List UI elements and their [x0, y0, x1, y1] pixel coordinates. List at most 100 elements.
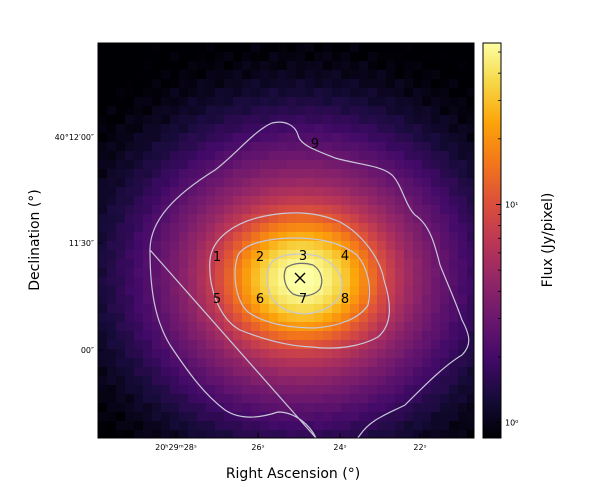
- heatmap-cell: [359, 394, 369, 404]
- heatmap-cell: [413, 115, 423, 125]
- heatmap-cell: [260, 385, 270, 395]
- heatmap-cell: [134, 115, 144, 125]
- heatmap-cell: [188, 340, 198, 350]
- heatmap-cell: [134, 367, 144, 377]
- heatmap-cell: [341, 79, 351, 89]
- heatmap-cell: [323, 196, 333, 206]
- heatmap-cell: [332, 367, 342, 377]
- heatmap-cell: [269, 124, 279, 134]
- heatmap-cell: [179, 151, 189, 161]
- heatmap-cell: [440, 394, 450, 404]
- region-label-2: 2: [256, 250, 264, 265]
- heatmap-cell: [413, 61, 423, 71]
- heatmap-cell: [377, 322, 387, 332]
- heatmap-cell: [269, 259, 279, 269]
- heatmap-cell: [260, 403, 270, 413]
- heatmap-cell: [269, 376, 279, 386]
- heatmap-cell: [350, 358, 360, 368]
- heatmap-cell: [467, 421, 474, 431]
- heatmap-cell: [278, 61, 288, 71]
- heatmap-cell: [386, 358, 396, 368]
- heatmap-cell: [197, 205, 207, 215]
- heatmap-cell: [107, 142, 117, 152]
- heatmap-cell: [134, 358, 144, 368]
- heatmap-cell: [332, 160, 342, 170]
- heatmap-cell: [188, 268, 198, 278]
- heatmap-cell: [314, 178, 324, 188]
- heatmap-cell: [251, 340, 261, 350]
- heatmap-cell: [422, 259, 432, 269]
- y-tick-label: 40°12′00″: [55, 133, 94, 142]
- heatmap-cell: [377, 196, 387, 206]
- heatmap-cell: [98, 124, 108, 134]
- heatmap-cell: [422, 394, 432, 404]
- heatmap-cell: [206, 367, 216, 377]
- heatmap-cell: [449, 358, 459, 368]
- heatmap-cell: [152, 250, 162, 260]
- heatmap-cell: [413, 70, 423, 80]
- heatmap-cell: [197, 412, 207, 422]
- heatmap-cell: [278, 313, 288, 323]
- heatmap-cell: [107, 421, 117, 431]
- heatmap-cell: [197, 358, 207, 368]
- heatmap-cell: [287, 223, 297, 233]
- heatmap-cell: [98, 205, 108, 215]
- heatmap-cell: [116, 295, 126, 305]
- heatmap-cell: [305, 331, 315, 341]
- heatmap-cell: [341, 331, 351, 341]
- heatmap-cell: [188, 430, 198, 438]
- heatmap-cell: [440, 178, 450, 188]
- heatmap-cell: [179, 367, 189, 377]
- heatmap-cell: [422, 106, 432, 116]
- heatmap-cell: [440, 133, 450, 143]
- heatmap-cell: [116, 196, 126, 206]
- heatmap-cell: [332, 241, 342, 251]
- heatmap-cell: [188, 358, 198, 368]
- heatmap-cell: [224, 241, 234, 251]
- heatmap-cell: [152, 187, 162, 197]
- heatmap-cell: [224, 106, 234, 116]
- heatmap-cell: [296, 412, 306, 422]
- heatmap-cell: [251, 142, 261, 152]
- heatmap-cell: [287, 205, 297, 215]
- heatmap-cell: [467, 115, 474, 125]
- heatmap-cell: [314, 385, 324, 395]
- heatmap-cell: [350, 277, 360, 287]
- heatmap-cell: [188, 385, 198, 395]
- heatmap-cell: [449, 70, 459, 80]
- heatmap-cell: [395, 421, 405, 431]
- heatmap-cell: [440, 61, 450, 71]
- heatmap-cell: [260, 88, 270, 98]
- heatmap-cell: [260, 133, 270, 143]
- heatmap-cell: [188, 349, 198, 359]
- heatmap-cell: [197, 295, 207, 305]
- heatmap-cell: [107, 412, 117, 422]
- heatmap-cell: [341, 304, 351, 314]
- heatmap-cell: [179, 376, 189, 386]
- heatmap-cell: [188, 178, 198, 188]
- heatmap-cell: [215, 385, 225, 395]
- heatmap-cell: [431, 385, 441, 395]
- heatmap-cell: [422, 313, 432, 323]
- heatmap-cell: [224, 259, 234, 269]
- heatmap-cell: [458, 142, 468, 152]
- heatmap-cell: [323, 88, 333, 98]
- heatmap-cell: [278, 403, 288, 413]
- heatmap-cell: [314, 151, 324, 161]
- heatmap-cell: [269, 115, 279, 125]
- heatmap-cell: [260, 421, 270, 431]
- heatmap-cell: [404, 43, 414, 53]
- heatmap-cell: [404, 259, 414, 269]
- heatmap-cell: [332, 142, 342, 152]
- heatmap-cell: [206, 412, 216, 422]
- heatmap-cell: [386, 97, 396, 107]
- heatmap-cell: [377, 304, 387, 314]
- heatmap-cell: [116, 178, 126, 188]
- heatmap-cell: [125, 385, 135, 395]
- heatmap-cell: [278, 259, 288, 269]
- heatmap-cell: [440, 322, 450, 332]
- heatmap-cell: [260, 304, 270, 314]
- heatmap-cell: [206, 106, 216, 116]
- heatmap-cell: [350, 151, 360, 161]
- heatmap-cell: [170, 259, 180, 269]
